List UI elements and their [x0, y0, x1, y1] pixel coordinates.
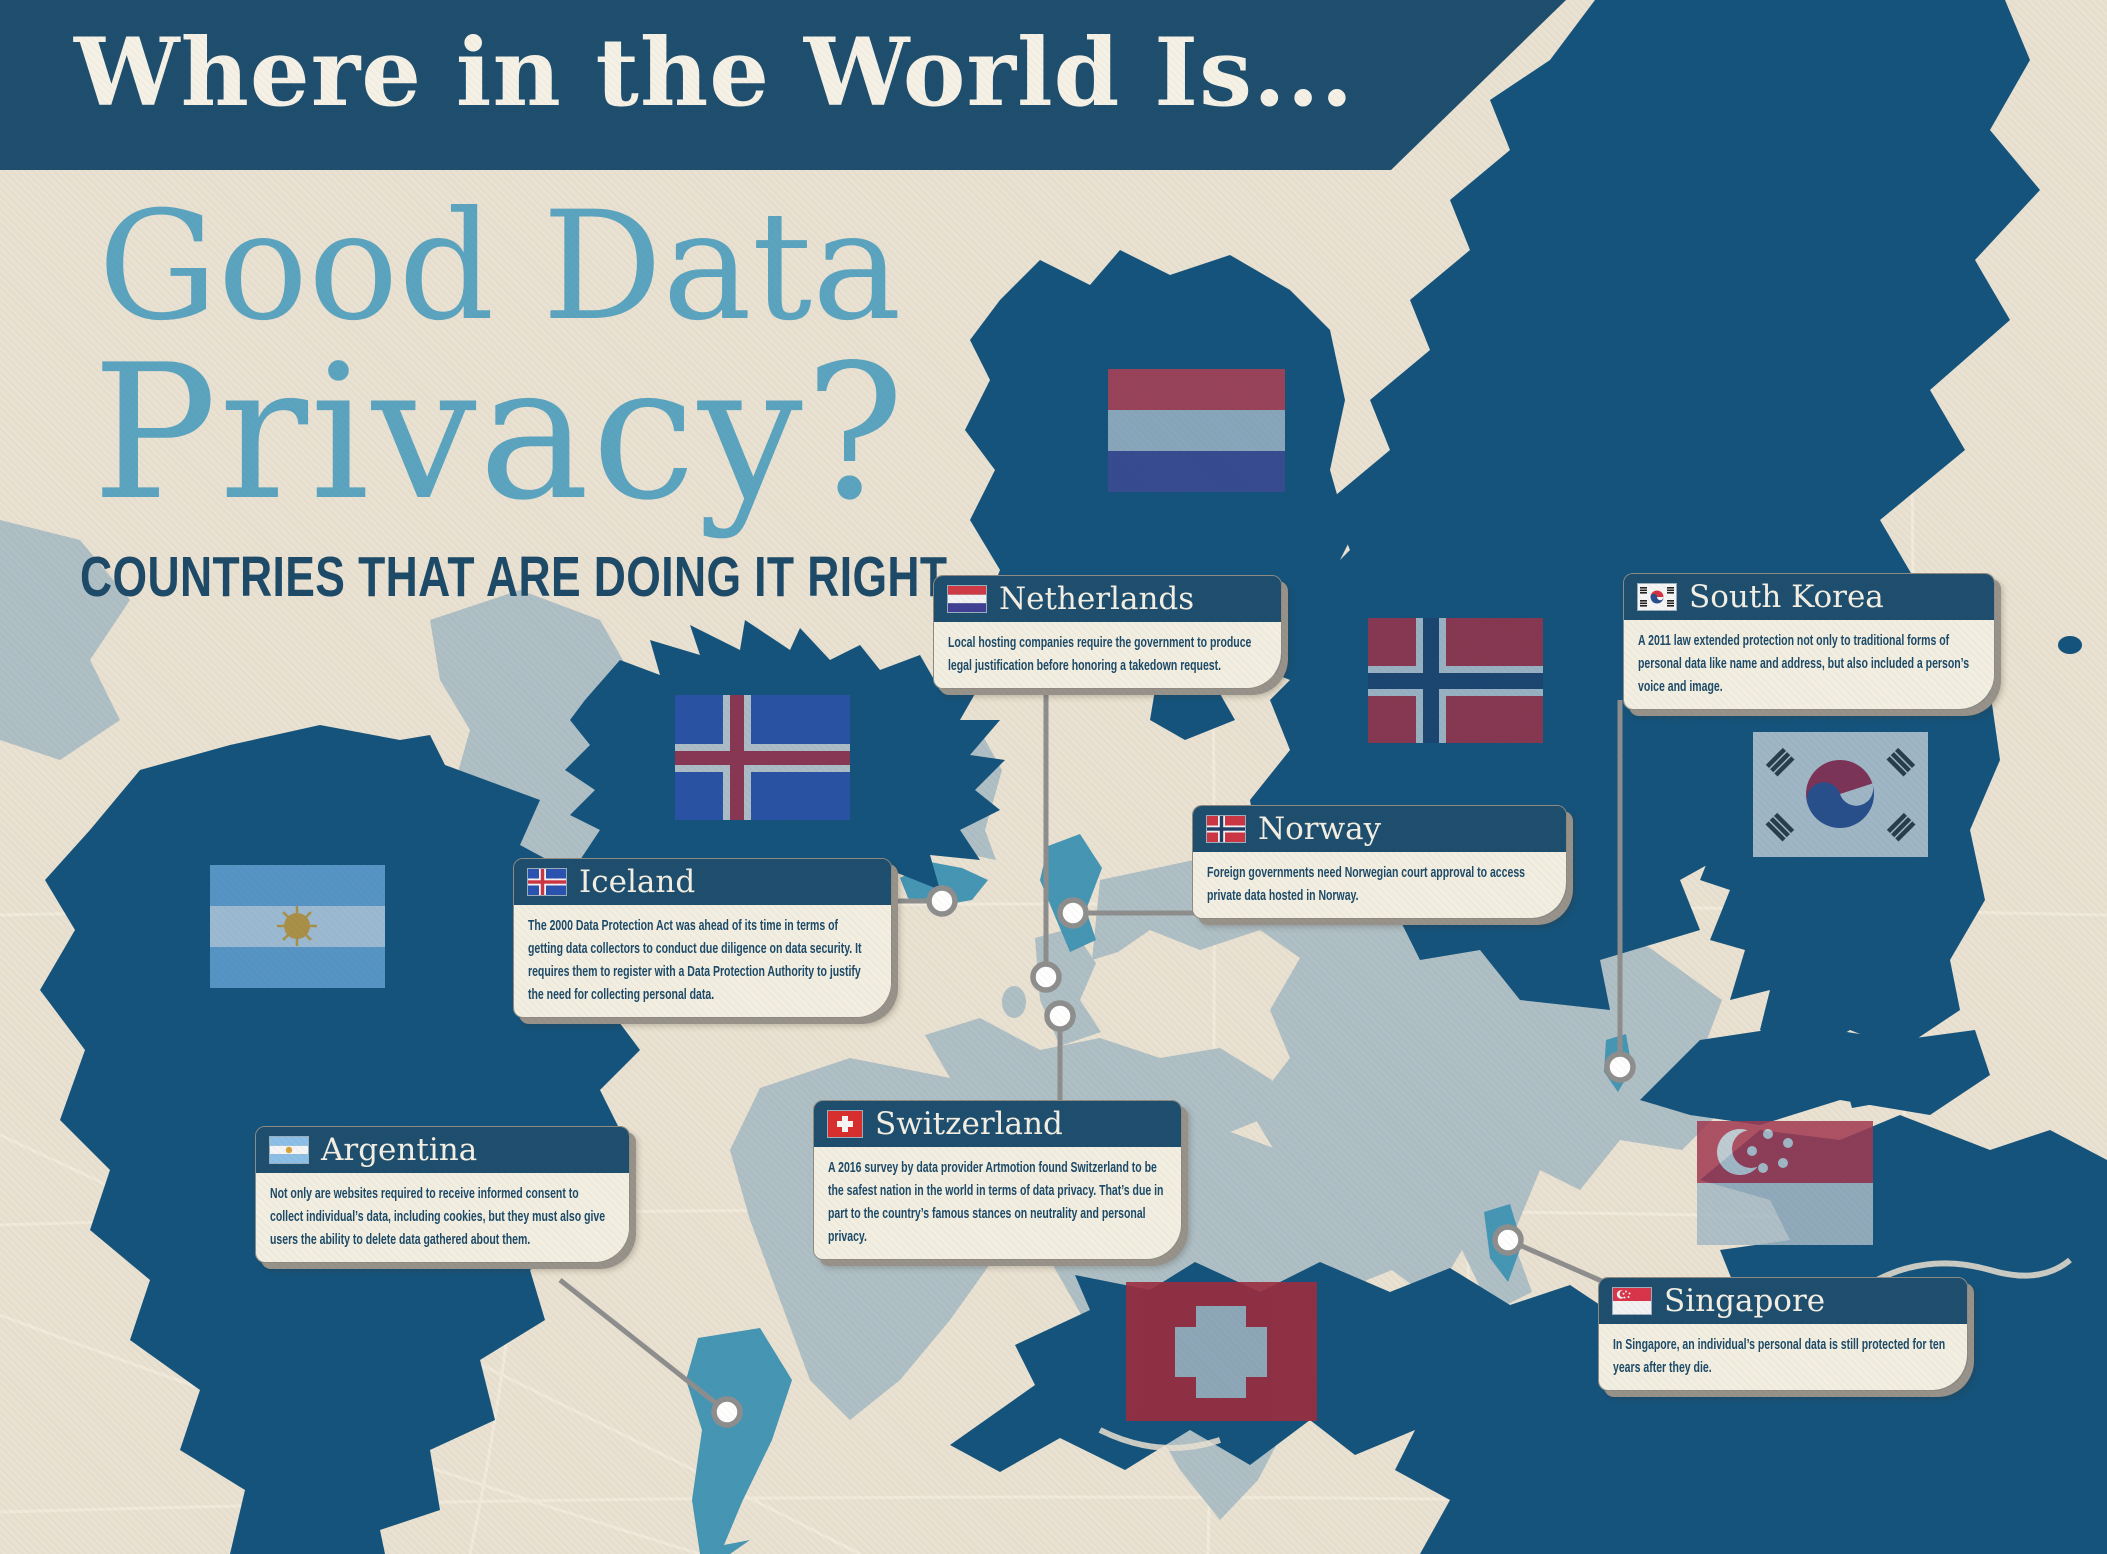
callout-norway: Norway Foreign governments need Norwegia…	[1192, 805, 1567, 919]
callout-switzerland-header: Switzerland	[814, 1101, 1181, 1147]
iceland-flag-icon	[527, 868, 567, 896]
callout-norway-header: Norway	[1193, 806, 1566, 852]
callout-norway-title: Norway	[1258, 810, 1382, 847]
callout-argentina-body: Not only are websites required to receiv…	[256, 1173, 629, 1262]
header-banner-shape	[0, 0, 1566, 170]
callout-netherlands-title: Netherlands	[999, 580, 1195, 617]
callout-singapore-header: Singapore	[1599, 1278, 1967, 1324]
callout-iceland-title: Iceland	[579, 863, 696, 900]
switzerland-flag-icon	[827, 1110, 863, 1138]
connector-nodes	[711, 885, 1636, 1428]
callout-norway-text: Foreign governments need Norwegian court…	[1207, 864, 1525, 904]
callout-singapore: Singapore In Singapore, an individual’s …	[1598, 1277, 1968, 1391]
callout-norway-body: Foreign governments need Norwegian court…	[1193, 852, 1566, 918]
callout-singapore-title: Singapore	[1664, 1282, 1826, 1319]
iceland-overlay-flag	[675, 695, 850, 820]
callout-netherlands: Netherlands Local hosting companies requ…	[933, 575, 1282, 689]
callout-iceland: Iceland The 2000 Data Protection Act was…	[513, 858, 892, 1018]
heading-line1: Good Data	[98, 180, 902, 354]
singapore-overlay-flag	[1697, 1121, 1873, 1245]
callout-argentina-text: Not only are websites required to receiv…	[270, 1185, 606, 1248]
norway-overlay-flag	[1368, 618, 1543, 743]
netherlands-overlay-flag	[1108, 369, 1285, 492]
callout-south-korea-text: A 2011 law extended protection not only …	[1638, 632, 1970, 695]
norway-flag-icon	[1206, 815, 1246, 843]
callout-south-korea-body: A 2011 law extended protection not only …	[1624, 620, 1994, 709]
callout-iceland-text: The 2000 Data Protection Act was ahead o…	[528, 917, 862, 1003]
callout-argentina-header: Argentina	[256, 1127, 629, 1173]
map-coast-details	[1098, 1257, 2072, 1451]
callout-iceland-body: The 2000 Data Protection Act was ahead o…	[514, 905, 891, 1017]
argentina-flag-icon	[269, 1136, 309, 1164]
callout-singapore-text: In Singapore, an individual’s personal d…	[1613, 1336, 1946, 1376]
heading-line2: Privacy?	[92, 324, 907, 541]
callout-netherlands-header: Netherlands	[934, 576, 1281, 622]
callout-south-korea: South Korea A 2011 law extended protecti…	[1623, 573, 1995, 710]
south-korea-overlay-flag	[1753, 732, 1928, 857]
singapore-flag-icon	[1612, 1287, 1652, 1315]
callout-switzerland: Switzerland A 2016 survey by data provid…	[813, 1100, 1182, 1260]
callout-iceland-header: Iceland	[514, 859, 891, 905]
callout-netherlands-text: Local hosting companies require the gove…	[948, 634, 1252, 674]
callout-switzerland-body: A 2016 survey by data provider Artmotion…	[814, 1147, 1181, 1259]
callout-south-korea-title: South Korea	[1689, 578, 1884, 615]
callout-netherlands-body: Local hosting companies require the gove…	[934, 622, 1281, 688]
south-korea-flag-icon	[1637, 583, 1677, 611]
map-highlighted-countries	[686, 834, 1632, 1554]
switzerland-overlay-flag	[1126, 1282, 1317, 1421]
callout-argentina-title: Argentina	[321, 1131, 478, 1168]
callout-singapore-body: In Singapore, an individual’s personal d…	[1599, 1324, 1967, 1390]
callout-switzerland-text: A 2016 survey by data provider Artmotion…	[828, 1159, 1164, 1245]
netherlands-flag-icon	[947, 585, 987, 613]
banner-title: Where in the World Is...	[74, 18, 1355, 128]
argentina-overlay-flag	[210, 865, 385, 988]
callout-argentina: Argentina Not only are websites required…	[255, 1126, 630, 1263]
callout-south-korea-header: South Korea	[1624, 574, 1994, 620]
callout-switzerland-title: Switzerland	[875, 1105, 1063, 1142]
subtitle: COUNTRIES THAT ARE DOING IT RIGHT	[80, 545, 948, 609]
